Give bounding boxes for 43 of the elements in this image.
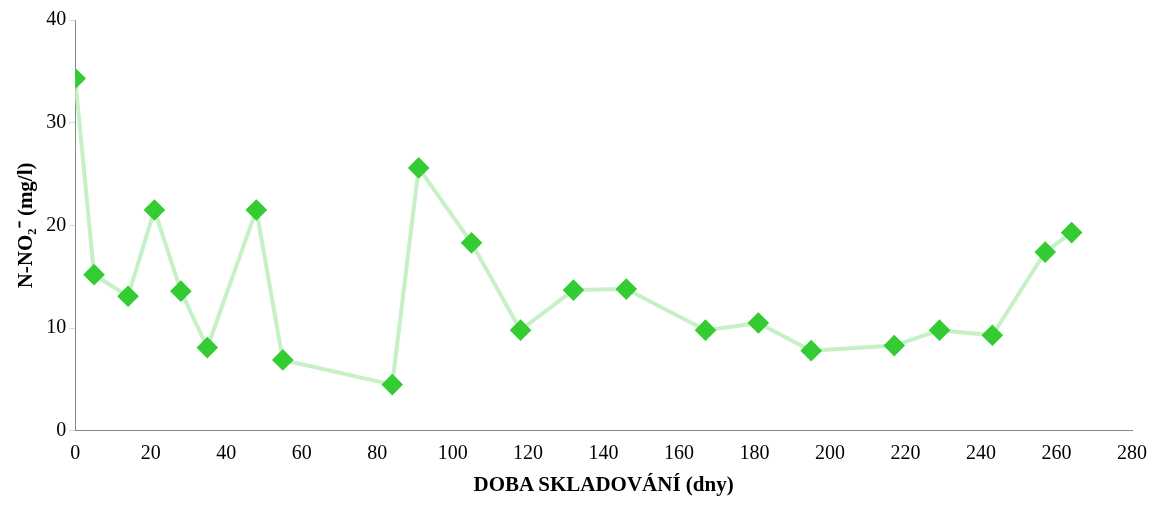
x-tick-label: 40: [216, 441, 237, 464]
point: [748, 312, 769, 333]
x-tick-label: 180: [739, 441, 770, 464]
x-tick-label: 280: [1117, 441, 1147, 464]
point: [1035, 242, 1056, 263]
point: [118, 286, 139, 307]
y-tick-label: 20: [46, 212, 67, 235]
x-tick-label: 220: [890, 441, 921, 464]
y-tick-label: 30: [46, 109, 67, 132]
point: [170, 281, 191, 302]
point: [982, 325, 1003, 346]
x-tick-label: 100: [437, 441, 468, 464]
point: [695, 320, 716, 341]
point: [197, 337, 218, 358]
point: [884, 335, 905, 356]
point: [1061, 222, 1082, 243]
x-tick-label: 0: [70, 441, 81, 464]
y-tick-label: 10: [46, 315, 67, 338]
x-tick-label: 160: [664, 441, 695, 464]
point: [382, 374, 403, 395]
point: [408, 157, 429, 178]
point: [84, 264, 105, 285]
point: [929, 320, 950, 341]
point: [272, 349, 293, 370]
y-axis-title: N-NO₂⁻ (mg/l): [13, 162, 38, 289]
y-tick-label: 0: [56, 418, 67, 441]
x-tick-label: 260: [1041, 441, 1072, 464]
y-tick-label: 40: [46, 7, 67, 30]
point: [461, 232, 482, 253]
x-tick-label: 140: [588, 441, 619, 464]
x-tick-label: 60: [291, 441, 312, 464]
x-tick-label: 80: [367, 441, 388, 464]
x-tick-label: 240: [966, 441, 997, 464]
point: [246, 200, 267, 220]
point: [563, 280, 584, 301]
point: [616, 279, 637, 300]
point: [510, 320, 531, 341]
x-tick-label: 120: [513, 441, 544, 464]
x-tick-label: 200: [815, 441, 846, 464]
x-axis-title: DOBA SKLADOVÁNÍ (dny): [473, 471, 734, 496]
x-tick-label: 20: [140, 441, 161, 464]
point: [801, 340, 822, 361]
point: [144, 200, 165, 220]
